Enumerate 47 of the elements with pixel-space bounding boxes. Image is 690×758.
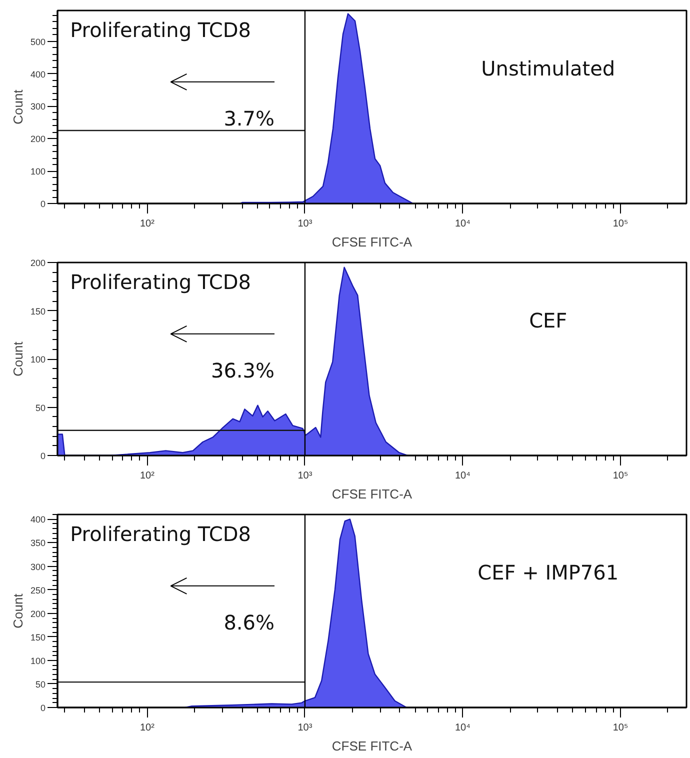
y-tick-label: 250 [30, 585, 46, 596]
y-tick-label: 300 [30, 562, 46, 572]
y-tick-label: 400 [30, 69, 46, 80]
y-axis-title: Count [10, 593, 26, 628]
x-axis-title: CFSE FITC-A [332, 486, 412, 502]
y-tick-label: 400 [30, 514, 46, 525]
x-axis-title: CFSE FITC-A [332, 234, 412, 250]
annotation: CEF [529, 308, 568, 332]
y-tick-label: 100 [30, 354, 46, 364]
y-tick-label: 0 [40, 703, 46, 713]
annotation: 8.6% [224, 610, 275, 635]
annotation: Unstimulated [481, 56, 616, 80]
annotation: Proliferating TCD8 [70, 18, 252, 42]
x-tick-label: 10³ [298, 722, 313, 734]
annotation: Proliferating TCD8 [70, 270, 252, 294]
x-tick-label: 10³ [298, 218, 313, 230]
x-tick-label: 10² [140, 470, 156, 482]
annotation: 3.7% [224, 106, 275, 131]
y-tick-label: 50 [35, 402, 46, 413]
x-tick-label: 10² [140, 218, 156, 230]
y-tick-label: 150 [30, 306, 46, 316]
x-tick-label: 10⁴ [455, 218, 470, 230]
x-tick-label: 10⁴ [455, 470, 470, 482]
y-tick-label: 200 [30, 134, 46, 144]
y-tick-label: 500 [30, 36, 46, 47]
annotation: CEF + IMP761 [478, 560, 619, 584]
x-tick-label: 10⁵ [612, 218, 628, 230]
y-tick-label: 350 [30, 538, 46, 548]
y-axis-title: Count [10, 89, 26, 124]
x-axis-title: CFSE FITC-A [332, 738, 412, 754]
y-tick-label: 200 [30, 608, 46, 619]
x-tick-label: 10² [140, 722, 156, 734]
x-tick-label: 10⁴ [455, 722, 470, 734]
y-tick-label: 300 [30, 102, 46, 112]
y-tick-label: 50 [35, 679, 46, 690]
x-tick-label: 10³ [298, 470, 313, 482]
y-axis-title: Count [10, 341, 26, 376]
y-tick-label: 100 [30, 656, 46, 666]
y-tick-label: 100 [30, 166, 46, 177]
x-tick-label: 10⁵ [612, 722, 628, 734]
y-tick-label: 150 [30, 632, 46, 642]
y-tick-label: 0 [40, 451, 46, 461]
x-tick-label: 10⁵ [612, 470, 628, 482]
y-tick-label: 200 [30, 258, 46, 268]
annotation: 36.3% [210, 358, 275, 383]
annotation: Proliferating TCD8 [70, 522, 252, 546]
y-tick-label: 0 [40, 199, 46, 209]
